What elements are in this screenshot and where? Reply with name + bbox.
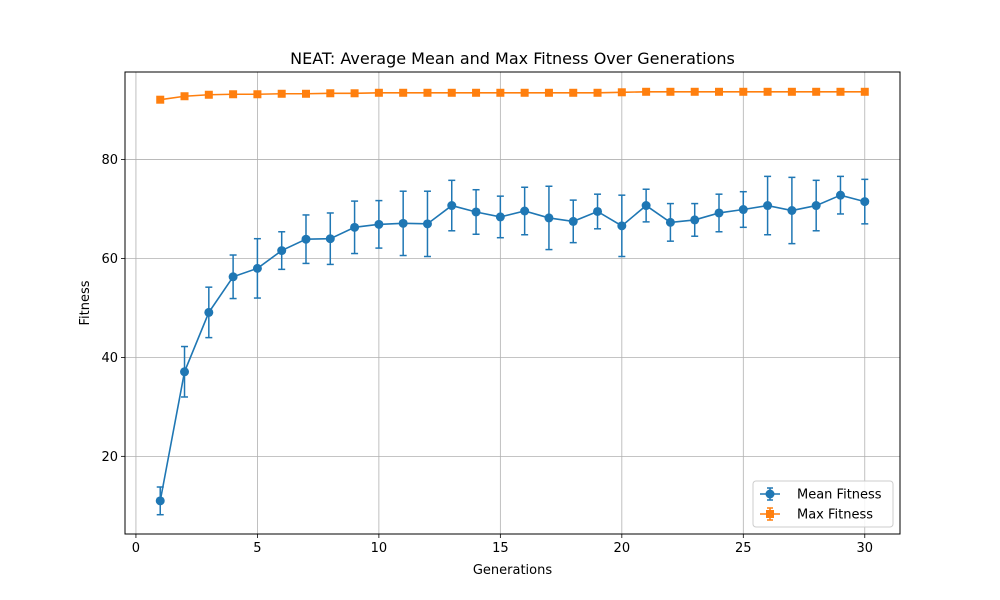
- tick-layer: 0 5 10 15 20 25 30 20 40 60 80: [101, 153, 873, 556]
- data-point: [398, 218, 408, 228]
- data-point: [714, 208, 724, 218]
- data-point: [544, 213, 554, 223]
- data-point: [204, 90, 213, 99]
- legend-marker: [766, 510, 774, 518]
- data-point: [690, 87, 699, 96]
- legend-marker: [765, 489, 775, 499]
- data-point: [787, 206, 797, 216]
- data-point: [544, 88, 553, 97]
- data-point: [229, 90, 238, 99]
- x-tick-label: 10: [371, 541, 388, 556]
- chart-title: NEAT: Average Mean and Max Fitness Over …: [290, 49, 735, 68]
- data-point: [568, 216, 578, 226]
- data-point: [422, 219, 432, 229]
- x-tick-label: 20: [614, 541, 631, 556]
- series-1: [156, 87, 869, 104]
- data-point: [374, 88, 383, 97]
- data-point: [228, 272, 238, 282]
- y-axis-label: Fitness: [78, 280, 93, 325]
- data-point: [642, 87, 651, 96]
- legend-label: Mean Fitness: [797, 488, 882, 503]
- data-point: [326, 89, 335, 98]
- data-point: [593, 88, 602, 97]
- data-point: [350, 89, 359, 98]
- data-point: [520, 206, 530, 216]
- data-point: [569, 88, 578, 97]
- x-axis-label: Generations: [473, 563, 553, 578]
- y-tick-label: 80: [101, 153, 118, 168]
- data-point: [836, 87, 845, 96]
- y-tick-label: 60: [101, 252, 118, 267]
- data-point: [180, 367, 190, 377]
- data-point: [665, 217, 675, 227]
- data-point: [472, 88, 481, 97]
- legend-box: [752, 480, 894, 528]
- data-point: [520, 88, 529, 97]
- data-point: [617, 221, 627, 231]
- data-point: [423, 88, 432, 97]
- x-tick-label: 5: [253, 541, 261, 556]
- data-point: [860, 197, 870, 207]
- legend-label: Max Fitness: [797, 508, 873, 523]
- x-tick-label: 25: [735, 541, 752, 556]
- data-point: [156, 95, 165, 104]
- data-point: [252, 263, 262, 273]
- data-point: [811, 201, 821, 211]
- series-line: [160, 90, 865, 101]
- data-point: [447, 201, 457, 211]
- legend-entries: Mean Fitness Max Fitness: [760, 487, 882, 523]
- data-point: [787, 87, 796, 96]
- data-point: [447, 88, 456, 97]
- data-point: [399, 88, 408, 97]
- data-point: [204, 307, 214, 317]
- y-tick-label: 40: [101, 351, 118, 366]
- data-point: [835, 190, 845, 200]
- data-point: [763, 201, 773, 211]
- series-0: [155, 175, 870, 516]
- data-point: [253, 90, 262, 99]
- data-point: [617, 88, 626, 97]
- data-point: [350, 222, 360, 232]
- data-point: [812, 87, 821, 96]
- data-point: [860, 87, 869, 96]
- data-point: [496, 88, 505, 97]
- data-point: [277, 246, 287, 256]
- data-point: [495, 212, 505, 222]
- data-point: [738, 205, 748, 215]
- data-point: [641, 201, 651, 211]
- data-point: [374, 219, 384, 229]
- data-point: [471, 207, 481, 217]
- x-tick-label: 15: [492, 541, 509, 556]
- y-tick-label: 20: [101, 450, 118, 465]
- x-tick-label: 30: [856, 541, 873, 556]
- data-point: [666, 87, 675, 96]
- data-point: [277, 89, 286, 98]
- plot-area-frame: [124, 71, 901, 535]
- grid-layer: [125, 72, 900, 534]
- data-point: [739, 87, 748, 96]
- data-point: [763, 87, 772, 96]
- data-point: [301, 234, 311, 244]
- series-layer: [155, 87, 870, 516]
- data-point: [593, 206, 603, 216]
- data-point: [325, 234, 335, 244]
- data-point: [180, 92, 189, 101]
- legend: Mean Fitness Max Fitness: [752, 480, 894, 528]
- data-point: [301, 89, 310, 98]
- data-point: [715, 87, 724, 96]
- data-point: [155, 496, 165, 506]
- x-tick-label: 0: [132, 541, 140, 556]
- data-point: [690, 215, 700, 225]
